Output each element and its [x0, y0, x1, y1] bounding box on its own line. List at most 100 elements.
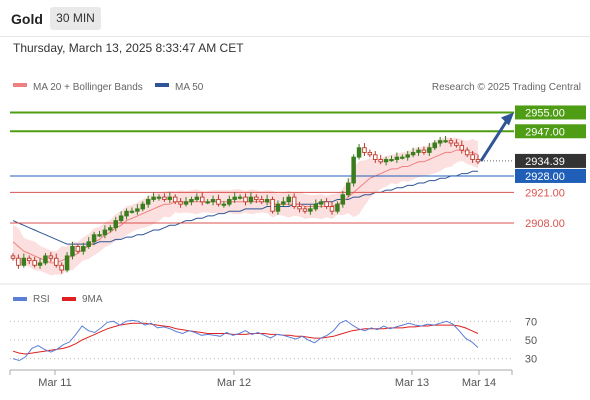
candle-body	[345, 182, 351, 196]
candle-body	[373, 154, 378, 160]
candle-body	[216, 199, 221, 205]
rsi-legend-label: RSI	[33, 294, 50, 305]
rsi-ma-legend-swatch	[62, 297, 76, 301]
candle-body	[297, 206, 302, 210]
candle-body	[394, 156, 400, 160]
candle-body	[324, 201, 329, 207]
level-label-2928.00: 2928.00	[525, 171, 565, 183]
level-tag-2928.00	[515, 168, 586, 183]
candle-body	[113, 220, 118, 229]
candle-body	[145, 199, 151, 205]
candle-body	[102, 229, 108, 236]
projection-arrow	[479, 112, 514, 162]
candle-body	[21, 257, 27, 266]
candle-body	[464, 149, 470, 156]
rsi-ma-line	[12, 322, 479, 355]
candle-body	[335, 203, 340, 212]
candle-body	[140, 203, 146, 210]
candle-body	[367, 151, 373, 156]
candle-body	[443, 140, 448, 143]
candle-body	[291, 196, 297, 207]
x-tick-label: Mar 13	[395, 377, 429, 389]
candle-body	[475, 159, 481, 163]
candle-body	[400, 156, 405, 159]
candle-body	[264, 199, 270, 203]
candle-body	[351, 156, 356, 184]
candle-body	[378, 159, 383, 163]
candle-body	[259, 199, 264, 203]
candle-body	[313, 203, 319, 210]
candle-body	[362, 147, 367, 153]
candle-body	[32, 260, 37, 266]
candle-body	[75, 246, 81, 252]
candle-body	[194, 196, 200, 200]
candle-body	[59, 264, 64, 271]
candle-body	[43, 255, 48, 264]
candle-body	[91, 234, 97, 243]
arrow-head	[501, 112, 514, 126]
instrument-title: Gold	[11, 11, 43, 27]
candle-body	[329, 206, 335, 212]
x-axis: Mar 11 Mar 12 Mar 13 Mar 14	[9, 370, 513, 389]
candle-body	[221, 203, 227, 206]
timeframe-badge[interactable]: 30 MIN	[50, 7, 101, 30]
rsi-ma-legend-label: 9MA	[82, 294, 103, 305]
candle-body	[416, 149, 421, 153]
candle-body	[275, 203, 281, 212]
candle-body	[118, 215, 124, 222]
level-label-2921.00: 2921.00	[525, 187, 565, 199]
candle-body	[205, 201, 210, 204]
candle-body	[16, 257, 21, 266]
candle-body	[437, 140, 443, 144]
candle-body	[81, 246, 86, 252]
candle-body	[26, 257, 32, 262]
rsi-tick-30: 30	[525, 354, 537, 366]
ma20-legend-label: MA 20 + Bollinger Bands	[33, 82, 143, 93]
candle-body	[10, 255, 16, 259]
level-tag-2934.39	[515, 153, 586, 168]
candle-body	[454, 142, 459, 146]
level-label-2934.39: 2934.39	[525, 156, 565, 168]
candle-body	[54, 257, 59, 266]
candle-body	[108, 227, 113, 231]
level-tag-2947.00	[515, 124, 586, 139]
candle-body	[48, 255, 54, 259]
candle-body	[308, 208, 313, 212]
candle-body	[124, 210, 129, 217]
candle-body	[151, 196, 156, 200]
candle-body	[318, 201, 324, 205]
candle-body	[248, 196, 254, 203]
candle-body	[270, 199, 275, 212]
level-tag-2955.00	[515, 105, 586, 120]
candle-body	[129, 210, 135, 213]
candle-body	[97, 234, 102, 237]
candle-body	[189, 199, 194, 203]
candle-body	[86, 241, 91, 247]
candle-body	[64, 255, 70, 271]
candle-body	[448, 140, 454, 144]
x-tick-label: Mar 14	[462, 377, 496, 389]
candle-body	[389, 159, 394, 162]
rsi-tick-70: 70	[525, 316, 537, 328]
rsi-panel: 70 50 30	[10, 316, 537, 366]
bollinger-bands	[13, 137, 478, 276]
level-label-2947.00: 2947.00	[525, 126, 565, 138]
candle-body	[302, 208, 308, 212]
rsi-tick-50: 50	[525, 335, 537, 347]
rsi-line	[12, 319, 479, 362]
candle-body	[459, 144, 465, 151]
candle-body	[162, 196, 167, 200]
level-label-2955.00: 2955.00	[525, 107, 565, 119]
ma50-legend-label: MA 50	[175, 82, 204, 93]
candles	[10, 135, 481, 274]
candle-body	[232, 196, 237, 200]
ma20-legend-swatch	[13, 83, 27, 87]
chart-datetime: Thursday, March 13, 2025 8:33:47 AM CET	[13, 41, 244, 55]
x-tick-label: Mar 11	[38, 377, 71, 389]
candle-body	[410, 151, 416, 156]
candle-body	[210, 199, 216, 203]
candle-body	[237, 196, 243, 199]
candle-body	[432, 142, 437, 149]
candle-body	[167, 196, 173, 200]
